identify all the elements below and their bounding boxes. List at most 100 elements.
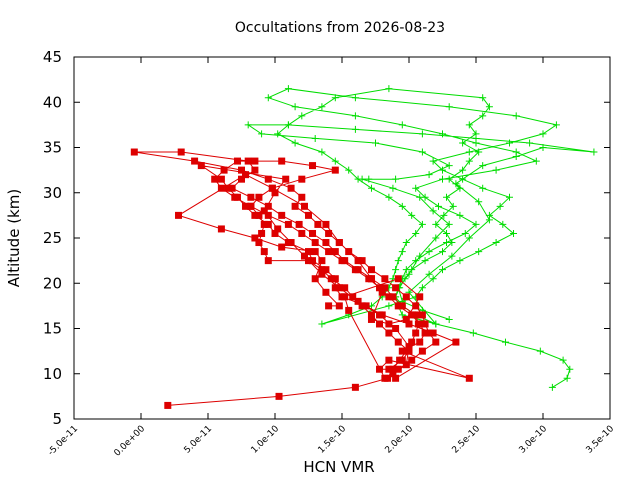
data-point [264,175,272,183]
data-point [381,284,389,292]
data-point [418,220,426,228]
data-point [402,361,410,369]
data-point [164,401,172,409]
data-point [349,293,357,301]
data-point [331,284,339,292]
data-point [247,202,255,210]
data-point [394,275,402,283]
data-point [402,293,410,301]
data-point [322,239,330,247]
data-point [443,239,451,247]
data-point [416,338,424,346]
data-point [331,275,339,283]
data-point [398,347,406,355]
data-point [402,266,410,274]
data-point [421,257,429,265]
data-point [331,157,339,165]
data-point [405,343,413,351]
y-tick-label: 15 [43,320,62,338]
data-point [448,252,456,260]
data-point [416,293,424,301]
data-point [282,175,290,183]
data-point [264,202,272,210]
data-point [465,148,473,156]
data-point [305,211,312,219]
data-point [408,338,416,346]
data-point [258,130,266,138]
data-point [416,320,424,328]
data-point [295,220,303,228]
data-point [274,225,282,233]
data-point [331,166,339,174]
data-point [465,121,473,129]
data-point [461,229,469,237]
data-point [475,198,483,206]
data-point [385,302,393,310]
data-point [298,112,306,120]
data-point [351,94,359,102]
data-point [459,166,467,174]
data-point [217,175,225,183]
data-point [335,284,343,292]
data-point [367,184,375,192]
data-point [510,229,518,237]
data-point [475,248,483,256]
data-point [452,180,460,188]
data-point [469,329,477,337]
data-point [300,202,308,210]
data-point [475,148,483,156]
data-point [445,315,453,323]
data-point [278,243,286,251]
data-point [318,270,326,278]
data-point [271,189,279,197]
data-point [539,144,547,151]
data-point [284,85,292,93]
data-point [512,112,520,120]
data-point [512,153,520,161]
data-point [465,157,473,165]
data-point [358,175,366,183]
data-point [418,148,426,156]
data-point [341,284,349,292]
data-point [445,103,453,111]
data-point [402,239,410,247]
y-tick-label: 25 [43,229,62,247]
data-point [238,166,245,174]
data-point [275,392,283,400]
data-point [278,211,286,219]
data-point [260,207,268,215]
data-point [492,166,500,174]
data-point [392,175,400,183]
data-point [429,157,437,165]
data-point [425,329,433,337]
data-point [251,234,259,242]
data-point [255,193,263,201]
data-point [402,315,410,323]
data-point [309,162,317,170]
data-point [439,266,446,274]
data-point [177,148,185,156]
data-point [242,202,250,210]
data-point [421,320,429,328]
data-point [439,166,446,174]
data-point [228,184,236,192]
data-point [408,211,416,219]
data-point [318,103,326,111]
data-point [264,94,272,102]
data-point [443,229,451,237]
data-point [398,302,406,310]
data-point [358,257,366,265]
data-point [345,166,353,174]
data-point [398,356,406,364]
data-point [376,320,384,328]
data-point [394,338,402,346]
data-point [298,193,306,201]
data-point [465,234,473,242]
data-point [440,211,448,219]
data-point [405,270,413,278]
y-tick-label: 20 [43,274,62,292]
data-point [322,220,330,228]
data-point [260,248,268,256]
y-axis: 5 10 15 20 25 30 35 40 45 [43,48,610,428]
